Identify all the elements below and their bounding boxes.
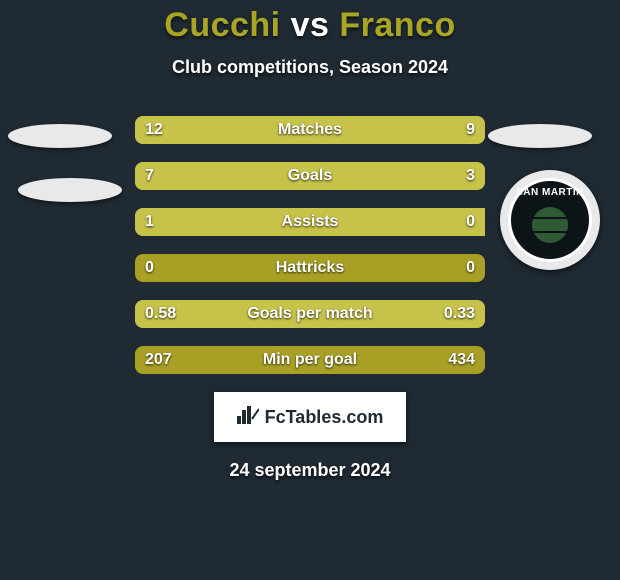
stat-value-left: 207 <box>135 346 182 374</box>
stat-value-right: 9 <box>456 116 485 144</box>
stat-value-right: 0.33 <box>434 300 485 328</box>
stat-row: 73Goals <box>135 162 485 190</box>
stat-value-right: 434 <box>438 346 485 374</box>
player1-name: Cucchi <box>164 6 280 44</box>
club-badge-inner: SAN MARTIN <box>508 178 592 262</box>
stat-value-left: 7 <box>135 162 164 190</box>
site-logo: FcTables.com <box>214 392 406 442</box>
player2-portrait-a <box>488 124 592 148</box>
player2-name: Franco <box>339 6 455 44</box>
stat-row: 0 0Hattricks <box>135 254 485 282</box>
stat-value-right: 0 <box>456 254 485 282</box>
club-badge-ball-icon <box>532 207 568 243</box>
stat-value-left: 0 <box>135 254 164 282</box>
stat-row: 0.580.33Goals per match <box>135 300 485 328</box>
bar-chart-icon <box>237 406 259 429</box>
stat-fill-left <box>135 162 380 190</box>
stat-value-right: 3 <box>456 162 485 190</box>
stat-bars: 129Matches73Goals10Assists00Hattricks0.5… <box>135 116 485 374</box>
vs-text: vs <box>291 6 330 44</box>
stat-row: 10Assists <box>135 208 485 236</box>
club-badge: SAN MARTIN <box>500 170 600 270</box>
stat-row: 129Matches <box>135 116 485 144</box>
stat-label: Min per goal <box>135 346 485 374</box>
club-badge-label: SAN MARTIN <box>511 187 589 198</box>
stat-label: Hattricks <box>135 254 485 282</box>
stat-value-right: 0 <box>456 208 485 236</box>
stat-row: 207 434Min per goal <box>135 346 485 374</box>
player1-portrait-b <box>18 178 122 202</box>
stat-value-left: 12 <box>135 116 173 144</box>
subtitle: Club competitions, Season 2024 <box>0 57 620 78</box>
comparison-title: Cucchi vs Franco <box>0 0 620 45</box>
stat-fill-left <box>135 208 485 236</box>
date-text: 24 september 2024 <box>0 460 620 481</box>
stat-value-left: 0.58 <box>135 300 186 328</box>
stat-value-left: 1 <box>135 208 164 236</box>
player1-portrait-a <box>8 124 112 148</box>
site-logo-text: FcTables.com <box>265 407 384 428</box>
